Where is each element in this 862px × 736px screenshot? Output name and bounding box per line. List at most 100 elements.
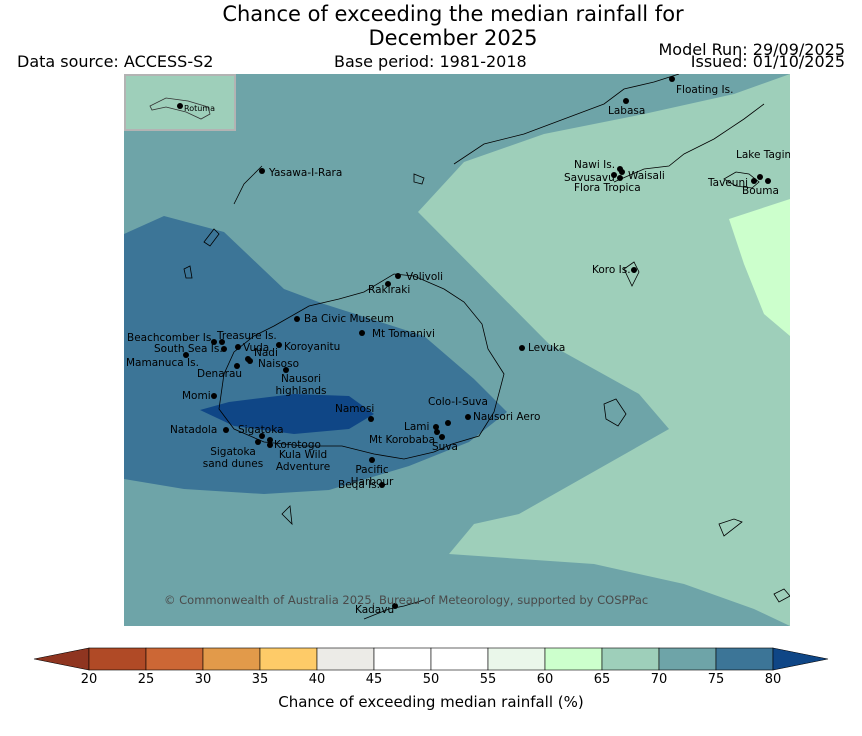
place-label: Momi — [182, 390, 211, 402]
place-marker — [392, 603, 398, 609]
colorbar-label: Chance of exceeding median rainfall (%) — [278, 693, 584, 711]
colorbar-tick-label: 40 — [308, 672, 326, 687]
colorbar-tick-label: 45 — [365, 672, 383, 687]
colorbar-segment — [88, 647, 147, 671]
place-label: Colo-I-Suva — [428, 396, 488, 408]
place-marker — [234, 363, 240, 369]
colorbar-tick-label: 30 — [194, 672, 212, 687]
band-60-65 — [729, 199, 790, 336]
rainfall-map: Rotuma Floating Is. Labasa Nawi Is. Savusav… — [124, 74, 790, 626]
rotuma-marker — [177, 103, 183, 109]
colorbar-tick-label: 20 — [80, 672, 98, 687]
colorbar-segment — [373, 647, 432, 671]
colorbar-tick-label: 25 — [137, 672, 155, 687]
place-marker — [259, 168, 265, 174]
place-marker — [395, 273, 401, 279]
base-period: Base period: 1981-2018 — [334, 52, 527, 71]
place-label: Mt Tomanivi — [372, 328, 435, 340]
place-marker — [757, 174, 763, 180]
colorbar-segment — [259, 647, 318, 671]
colorbar-tick-label: 65 — [593, 672, 611, 687]
place-marker — [223, 427, 229, 433]
place-label: Nausori highlands — [275, 373, 327, 397]
colorbar-segment — [430, 647, 489, 671]
colorbar-segment — [145, 647, 204, 671]
colorbar-tick-label: 55 — [479, 672, 497, 687]
place-marker — [369, 457, 375, 463]
colorbar-tick-label: 70 — [650, 672, 668, 687]
band-75-80 — [124, 216, 507, 494]
place-label: Beachcomber Is. — [127, 332, 215, 344]
colorbar-low-extend — [33, 647, 90, 671]
place-marker — [439, 434, 445, 440]
place-label: Nausori Aero — [473, 411, 541, 423]
place-marker — [519, 345, 525, 351]
place-label: Kadavu — [355, 604, 395, 616]
rotuma-outline — [149, 97, 211, 120]
place-label: Treasure Is. — [217, 330, 277, 342]
place-marker — [255, 439, 261, 445]
place-marker — [368, 416, 374, 422]
map-title: Chance of exceeding the median rainfall … — [0, 2, 862, 50]
place-label: Nawi Is. — [574, 159, 616, 171]
place-label: Labasa — [608, 105, 646, 117]
place-marker — [267, 437, 273, 443]
place-marker — [359, 330, 365, 336]
place-label: Bouma — [742, 185, 779, 197]
colorbar-tick-label: 60 — [536, 672, 554, 687]
colorbar-tick-label: 80 — [764, 672, 782, 687]
place-marker — [294, 316, 300, 322]
place-label: Lake Tagimaucia — [736, 149, 790, 161]
place-marker — [211, 393, 217, 399]
place-label: Beqa Is. — [338, 479, 381, 491]
model-run: Model Run: 29/09/2025 — [658, 40, 846, 59]
place-label: Koro Is. — [592, 264, 631, 276]
issued-date: Issued: 01/10/2025 — [690, 52, 845, 71]
place-label: Flora Tropica — [574, 182, 641, 194]
place-label: Sigatoka — [238, 424, 284, 436]
place-label: Waisali — [628, 170, 665, 182]
place-label: Denarau — [197, 368, 243, 380]
place-marker — [385, 281, 391, 287]
data-source: Data source: ACCESS-S2 — [17, 52, 214, 71]
place-marker — [221, 346, 227, 352]
place-marker — [619, 169, 625, 175]
colorbar-tick-label: 35 — [251, 672, 269, 687]
place-marker — [617, 175, 623, 181]
place-label: Nadi — [254, 347, 278, 359]
place-marker — [631, 267, 637, 273]
place-marker — [611, 172, 617, 178]
place-label: Vuda — [243, 342, 270, 354]
place-marker — [211, 339, 217, 345]
place-label: Rakiraki — [368, 284, 411, 296]
place-marker — [465, 414, 471, 420]
place-label: Suva — [432, 441, 458, 453]
place-marker — [751, 178, 757, 184]
title-line-2: December 2025 — [368, 26, 538, 50]
place-marker — [283, 367, 289, 373]
copyright-notice: © Commonwealth of Australia 2025, Bureau… — [164, 593, 649, 607]
colorbar-tick-label: 50 — [422, 672, 440, 687]
colorbar-segment — [715, 647, 774, 671]
place-label: Pacific Harbour — [350, 464, 394, 488]
place-label: Koroyanitu — [284, 341, 341, 353]
colorbar — [33, 647, 829, 671]
place-label: Lami — [404, 421, 430, 433]
band-65-70-north — [418, 74, 790, 626]
title-line-1: Chance of exceeding the median rainfall … — [222, 2, 684, 26]
place-label: Namosi — [335, 403, 375, 415]
place-label: South Sea Is. — [154, 343, 223, 355]
colorbar-segment — [202, 647, 261, 671]
rotuma-label: Rotuma — [184, 104, 215, 113]
place-marker — [247, 358, 253, 364]
place-label: Yasawa-I-Rara — [269, 167, 343, 179]
place-marker — [623, 98, 629, 104]
place-label: Mt Korobaba — [369, 434, 436, 446]
place-label: Ba Civic Museum — [304, 313, 394, 325]
place-marker — [379, 482, 385, 488]
place-label: Natadola — [170, 424, 218, 436]
colorbar-segment — [601, 647, 660, 671]
place-label: Volivoli — [406, 271, 444, 283]
place-label: Sigatoka sand dunes — [202, 446, 264, 470]
place-marker — [434, 429, 440, 435]
